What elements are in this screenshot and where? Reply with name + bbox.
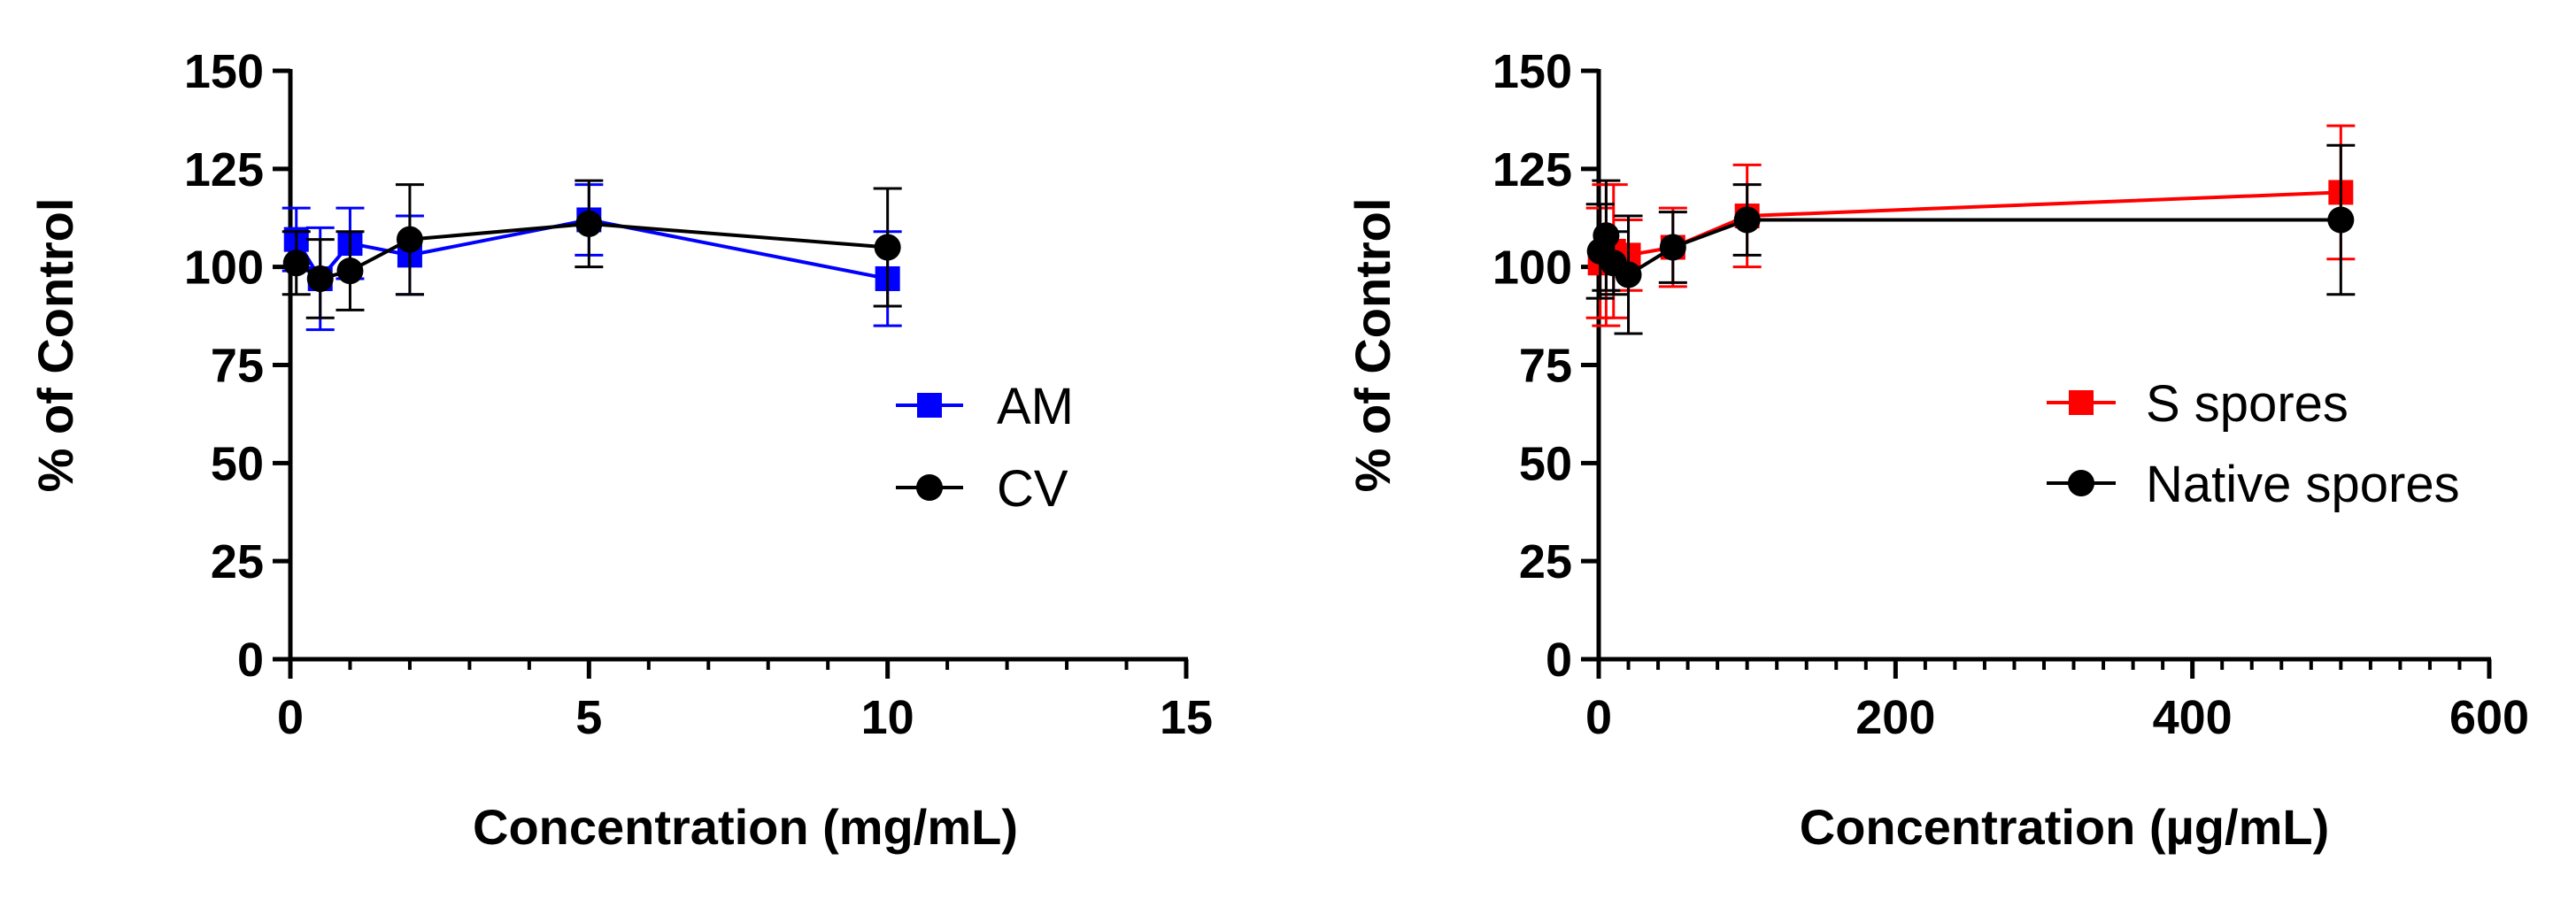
x-tick-label: 10 <box>861 691 914 744</box>
y-axis-title-left: % of Control <box>27 198 83 493</box>
y-tick-label: 25 <box>1519 535 1572 588</box>
x-tick-label: 0 <box>277 691 304 744</box>
data-point-native-spores <box>2327 206 2355 234</box>
y-tick-label: 75 <box>211 340 264 393</box>
legend-right: S spores Native spores <box>2047 375 2460 513</box>
y-tick-label: 50 <box>211 437 264 490</box>
chart-panel-left: 0 25 50 75 100 125 150 0 5 10 15 % of Control Conc… <box>27 45 1213 855</box>
plot-area-right: 0 25 50 75 100 125 150 0 200 400 600 <box>1492 45 2529 744</box>
data-point-native-spores <box>1593 222 1620 250</box>
legend-label-cv: CV <box>997 460 1068 518</box>
legend-marker-am <box>917 393 942 418</box>
y-tick-label: 150 <box>1492 45 1572 98</box>
legend-label-s-spores: S spores <box>2146 375 2348 433</box>
y-tick-label: 0 <box>1546 634 1572 687</box>
data-point-cv <box>306 265 334 292</box>
legend-marker-cv <box>916 474 943 501</box>
data-point-cv <box>336 257 364 285</box>
x-tick-label: 600 <box>2449 691 2529 744</box>
legend-marker-native-spores <box>2068 470 2094 496</box>
y-tick-label: 0 <box>237 634 264 687</box>
y-tick-label: 125 <box>184 143 264 196</box>
y-tick-label: 125 <box>1492 143 1572 196</box>
series-line-s-spores <box>1599 190 2341 265</box>
legend-left: AM CV <box>896 378 1074 518</box>
legend-label-am: AM <box>997 378 1074 435</box>
data-point-cv <box>874 234 901 261</box>
series-line-native-spores <box>1598 218 2341 277</box>
data-point-cv <box>575 210 603 237</box>
x-tick-label: 0 <box>1585 691 1612 744</box>
y-tick-label: 100 <box>1492 242 1572 295</box>
y-tick-label: 50 <box>1519 437 1572 490</box>
plot-area-left: 0 25 50 75 100 125 150 0 5 10 15 <box>184 45 1213 744</box>
legend-marker-s-spores <box>2069 390 2094 415</box>
data-point-cv <box>396 226 423 253</box>
y-tick-label: 100 <box>184 242 264 295</box>
legend-label-native-spores: Native spores <box>2146 456 2460 513</box>
x-axis-title-left: Concentration (mg/mL) <box>473 799 1018 855</box>
y-axis-title-right: % of Control <box>1345 198 1400 493</box>
x-tick-label: 200 <box>1855 691 1935 744</box>
x-tick-label: 5 <box>575 691 602 744</box>
data-point-native-spores <box>1659 234 1686 261</box>
data-point-cv <box>282 250 310 277</box>
data-point-native-spores <box>1733 206 1761 234</box>
data-point-native-spores <box>1615 261 1642 288</box>
y-tick-label: 75 <box>1519 340 1572 393</box>
y-tick-label: 150 <box>184 45 264 98</box>
x-axis-title-right: Concentration (µg/mL) <box>1800 799 2329 855</box>
x-tick-label: 15 <box>1160 691 1213 744</box>
x-tick-label: 400 <box>2153 691 2233 744</box>
y-tick-label: 25 <box>211 535 264 588</box>
